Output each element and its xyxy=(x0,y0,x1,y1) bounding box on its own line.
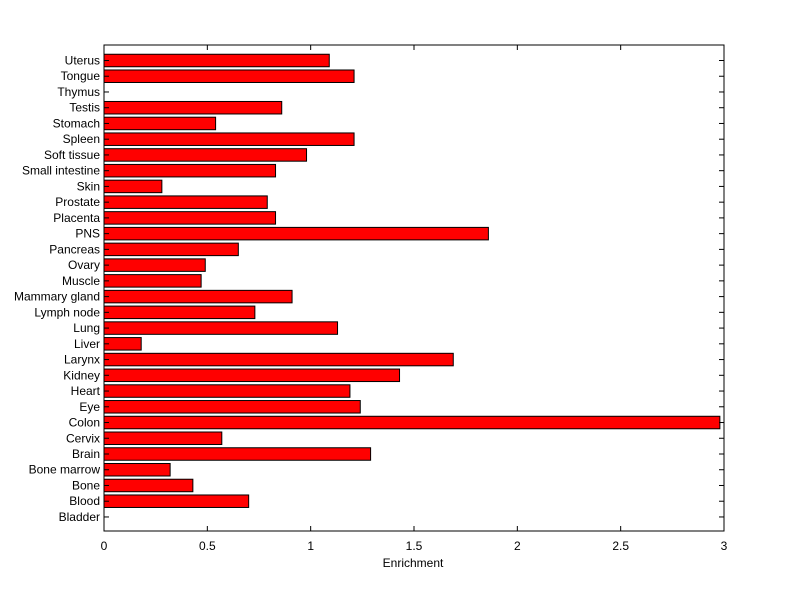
y-tick-label: Kidney xyxy=(63,368,100,382)
bar-blood xyxy=(103,494,250,508)
y-tick-label: Placenta xyxy=(53,211,100,225)
bar-eye xyxy=(103,400,361,414)
y-tick-label: Lymph node xyxy=(34,305,100,319)
y-tick-label: Mammary gland xyxy=(14,290,100,304)
bar-colon xyxy=(103,415,721,430)
bar-uterus xyxy=(103,53,330,68)
bar-bone-marrow xyxy=(103,462,171,477)
bar-cervix xyxy=(103,431,223,446)
y-tick-label: Spleen xyxy=(63,132,100,146)
x-axis-label: Enrichment xyxy=(383,556,444,570)
y-tick-label: Soft tissue xyxy=(44,148,100,162)
bar-pancreas xyxy=(103,242,239,257)
x-tick-label: 2.5 xyxy=(612,539,629,553)
bar-skin xyxy=(103,179,163,194)
bar-pns xyxy=(103,226,489,241)
bar-lung xyxy=(103,321,339,335)
y-tick-marks xyxy=(104,60,724,518)
bar-soft-tissue xyxy=(103,148,308,162)
bar-ovary xyxy=(103,258,206,272)
bar-prostate xyxy=(103,195,268,209)
y-tick-label: Bone marrow xyxy=(29,463,101,477)
y-tick-label: Testis xyxy=(69,101,100,115)
bar-tongue xyxy=(103,69,355,83)
y-tick-label: Larynx xyxy=(64,353,100,367)
y-tick-label: Uterus xyxy=(65,54,100,68)
x-tick-label: 0 xyxy=(101,539,108,553)
y-tick-label: Brain xyxy=(72,447,100,461)
x-tick-label: 2 xyxy=(514,539,521,553)
y-tick-label: Skin xyxy=(77,179,100,193)
bar-placenta xyxy=(103,211,277,225)
bar-stomach xyxy=(103,116,217,131)
x-tick-label: 3 xyxy=(721,539,728,553)
bar-muscle xyxy=(103,274,202,288)
y-tick-label: Stomach xyxy=(53,116,100,130)
plot-frame xyxy=(103,44,725,532)
bar-lymph-node xyxy=(103,305,256,320)
x-tick-label: 1 xyxy=(307,539,314,553)
bar-small-intestine xyxy=(103,163,277,178)
bar-kidney xyxy=(103,368,401,383)
y-tick-label: Ovary xyxy=(68,258,100,272)
y-tick-label: PNS xyxy=(75,227,100,241)
bar-testis xyxy=(103,100,283,115)
x-tick-labels: 0 0.5 1 1.5 2 2.5 3 xyxy=(101,539,728,553)
bar-larynx xyxy=(103,352,454,367)
bar-brain xyxy=(103,447,372,461)
y-tick-label: Pancreas xyxy=(49,242,100,256)
bar-mammary-gland xyxy=(103,289,293,304)
y-tick-label: Liver xyxy=(74,337,100,351)
y-tick-label: Thymus xyxy=(57,85,100,99)
bar-spleen xyxy=(103,132,355,146)
bar-heart xyxy=(103,384,351,398)
y-tick-label: Bladder xyxy=(59,510,100,524)
y-tick-label: Heart xyxy=(71,384,101,398)
bar-liver xyxy=(103,337,142,351)
y-tick-label: Bone xyxy=(72,478,100,492)
y-tick-label: Tongue xyxy=(61,69,101,83)
y-tick-label: Small intestine xyxy=(22,164,100,178)
y-tick-label: Prostate xyxy=(55,195,100,209)
x-tick-label: 0.5 xyxy=(199,539,216,553)
y-tick-label: Muscle xyxy=(62,274,100,288)
y-tick-label: Blood xyxy=(69,494,100,508)
x-tick-label: 1.5 xyxy=(406,539,423,553)
y-tick-label: Eye xyxy=(79,400,100,414)
bar-bone xyxy=(103,478,194,493)
y-tick-label: Cervix xyxy=(66,431,100,445)
y-tick-label: Colon xyxy=(69,416,100,430)
y-tick-label: Lung xyxy=(73,321,100,335)
